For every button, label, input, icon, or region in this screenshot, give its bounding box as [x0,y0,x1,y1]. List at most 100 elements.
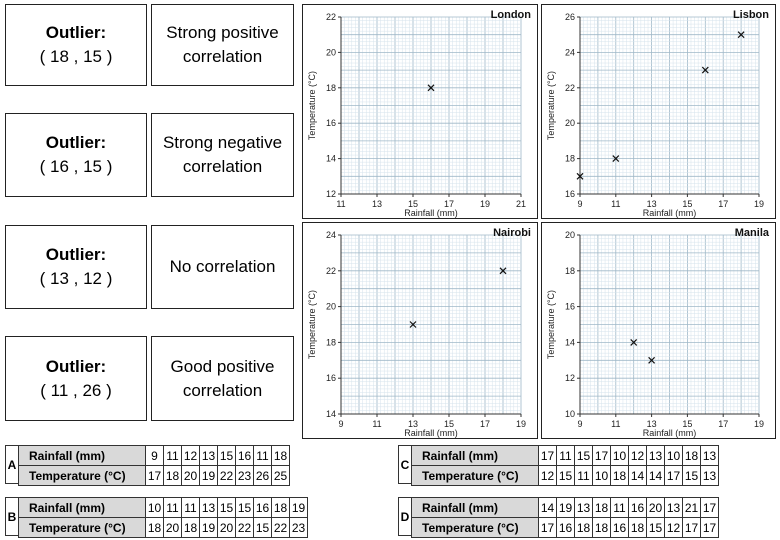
rainfall-cell: 13 [646,445,665,466]
table-row-rainfall: Rainfall (mm) 17 11 15 17 10 12 13 10 18 13 [411,445,719,466]
rainfall-cell: 15 [217,497,236,518]
outlier-card-2[interactable]: Outlier: ( 16 , 15 ) [5,113,147,197]
temperature-cell: 18 [592,517,611,538]
y-tick-label: 24 [326,230,336,240]
x-axis-label: Rainfall (mm) [404,208,458,218]
correlation-card-2[interactable]: Strong negative correlation [151,113,294,197]
temperature-cell: 13 [700,465,719,486]
x-tick-label: 9 [577,199,582,209]
temperature-cell: 18 [163,465,182,486]
table-row-rainfall: Rainfall (mm) 10 11 11 13 15 15 16 18 19 [18,497,308,518]
x-axis-label: Rainfall (mm) [643,428,697,438]
rainfall-cell: 16 [235,445,254,466]
x-tick-label: 15 [682,419,692,429]
y-tick-label: 10 [565,409,575,419]
temperature-cell: 14 [628,465,647,486]
correlation-card-3[interactable]: No correlation [151,225,294,309]
outlier-label: Outlier: [45,356,107,376]
chart-panel-manila: 9 11 13 15 17 19 10 12 14 16 18 20 Rainfall (mm) Temp… [541,222,776,439]
temperature-cell: 11 [574,465,593,486]
temperature-cell: 18 [181,517,200,538]
rainfall-cell: 13 [664,497,683,518]
rainfall-cell: 15 [574,445,593,466]
correlation-card-1[interactable]: Strong positive correlation [151,4,294,86]
y-tick-label: 18 [565,154,575,164]
temperature-cell: 22 [235,517,254,538]
y-tick-label: 12 [326,189,336,199]
data-point [427,84,435,92]
rainfall-cell: 11 [610,497,629,518]
rainfall-cell: 10 [610,445,629,466]
correlation-card-4[interactable]: Good positive correlation [151,336,294,421]
temperature-cell: 17 [682,517,701,538]
outlier-value: ( 11 , 26 ) [40,380,112,400]
y-tick-label: 16 [565,302,575,312]
x-tick-label: 13 [647,199,657,209]
temperature-cell: 22 [271,517,290,538]
table-letter-d: D [398,497,412,536]
rainfall-cell: 16 [628,497,647,518]
rainfall-cell: 14 [538,497,557,518]
y-tick-label: 14 [326,409,336,419]
row-header: Rainfall (mm) [18,497,146,518]
outlier-card-4[interactable]: Outlier: ( 11 , 26 ) [5,336,147,421]
rainfall-cell: 17 [700,497,719,518]
outlier-card-1[interactable]: Outlier: ( 18 , 15 ) [5,4,147,86]
table-row-temperature: Temperature (°C) 17 16 18 18 16 18 15 12 17 17 [411,517,719,538]
scatter-chart-lisbon: 9 11 13 15 17 19 16 18 20 22 24 26 Rainfall (mm) Temp… [546,9,769,218]
x-tick-label: 13 [372,199,382,209]
row-header: Temperature (°C) [411,517,539,538]
correlation-text: Strong negative correlation [162,133,283,176]
table-letter-c: C [398,445,412,484]
y-tick-label: 18 [326,337,336,347]
temperature-cell: 17 [664,465,683,486]
y-tick-label: 20 [565,230,575,240]
data-point [701,66,709,74]
chart-panel-nairobi: 9 11 13 15 17 19 14 16 18 20 22 24 Rainfall (mm) Temp… [302,222,538,439]
temperature-cell: 17 [145,465,164,486]
data-point [630,338,638,346]
row-header: Temperature (°C) [18,465,146,486]
temperature-cell: 18 [145,517,164,538]
rainfall-cell: 11 [163,445,182,466]
scatter-chart-manila: 9 11 13 15 17 19 10 12 14 16 18 20 Rainfall (mm) Temp… [546,227,770,438]
rainfall-cell: 12 [628,445,647,466]
rainfall-cell: 13 [574,497,593,518]
temperature-cell: 20 [163,517,182,538]
data-point [612,155,620,163]
y-tick-label: 22 [326,266,336,276]
scatter-chart-nairobi: 9 11 13 15 17 19 14 16 18 20 22 24 Rainfall (mm) Temp… [307,227,531,438]
temperature-cell: 22 [217,465,236,486]
x-tick-label: 21 [516,199,526,209]
rainfall-cell: 11 [556,445,575,466]
correlation-text: No correlation [169,257,276,276]
temperature-cell: 12 [664,517,683,538]
y-axis-label: Temperature (°C) [546,71,556,140]
temperature-cell: 18 [610,465,629,486]
temperature-cell: 16 [610,517,629,538]
table-row-rainfall: Rainfall (mm) 9 11 12 13 15 16 11 18 [18,445,290,466]
row-header: Rainfall (mm) [411,497,539,518]
chart-title: Nairobi [493,227,531,239]
table-letter-b: B [5,497,19,536]
temperature-cell: 20 [217,517,236,538]
y-tick-label: 16 [565,189,575,199]
temperature-cell: 18 [574,517,593,538]
y-tick-label: 14 [565,337,575,347]
x-tick-label: 15 [444,419,454,429]
x-tick-label: 11 [336,199,345,209]
outlier-value: ( 13 , 12 ) [39,269,113,288]
outlier-card-3[interactable]: Outlier: ( 13 , 12 ) [5,225,147,309]
chart-panel-lisbon: 9 11 13 15 17 19 16 18 20 22 24 26 Rainfall (mm) Temp… [541,4,776,219]
y-tick-label: 18 [326,83,336,93]
rainfall-cell: 17 [592,445,611,466]
x-tick-label: 13 [647,419,657,429]
chart-panel-london: 11 13 15 17 19 21 12 14 16 18 20 22 Rainfall (mm) Tem… [302,4,538,219]
rainfall-cell: 11 [181,497,200,518]
temperature-cell: 26 [253,465,272,486]
x-axis-label: Rainfall (mm) [643,208,697,218]
x-tick-label: 19 [480,199,490,209]
data-table-c: Rainfall (mm) 17 11 15 17 10 12 13 10 18 13 Tempera… [411,445,719,486]
rainfall-cell: 13 [700,445,719,466]
rainfall-cell: 18 [271,497,290,518]
